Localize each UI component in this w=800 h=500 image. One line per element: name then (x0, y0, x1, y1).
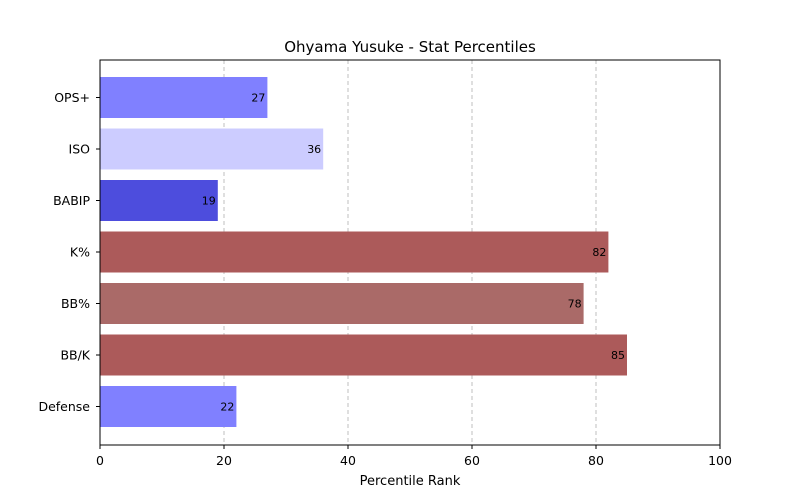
bar (100, 128, 324, 170)
y-axis: OPS+ ISO BABIP K% BB% BB/K Defense (38, 90, 100, 414)
data-label: 19 (202, 195, 216, 208)
data-label: 27 (251, 92, 265, 105)
x-tick-label: 20 (216, 453, 232, 468)
data-label: 22 (220, 401, 234, 414)
bar (100, 180, 218, 221)
x-axis: 0 20 40 60 80 100 (96, 445, 732, 468)
bar (100, 334, 627, 376)
data-label: 36 (307, 143, 321, 156)
y-tick-label: BB% (61, 296, 90, 311)
x-tick-label: 60 (464, 453, 480, 468)
y-tick-label: ISO (69, 142, 91, 157)
x-axis-label: Percentile Rank (360, 474, 461, 489)
bar (100, 77, 268, 118)
data-label: 82 (592, 246, 606, 259)
x-tick-label: 80 (588, 453, 604, 468)
x-tick-label: 40 (340, 453, 356, 468)
y-tick-label: OPS+ (54, 90, 90, 105)
bar (100, 283, 584, 324)
bars: 27 36 19 82 78 85 22 (100, 77, 627, 427)
chart-title: Ohyama Yusuke - Stat Percentiles (284, 38, 536, 56)
x-tick-label: 100 (708, 453, 732, 468)
bar (100, 231, 609, 273)
y-tick-label: BB/K (60, 348, 90, 363)
y-tick-label: K% (70, 245, 90, 260)
bar (100, 386, 237, 427)
data-label: 78 (568, 298, 582, 311)
data-label: 85 (611, 349, 625, 362)
x-tick-label: 0 (96, 453, 104, 468)
y-tick-label: Defense (38, 399, 90, 414)
y-tick-label: BABIP (53, 193, 90, 208)
